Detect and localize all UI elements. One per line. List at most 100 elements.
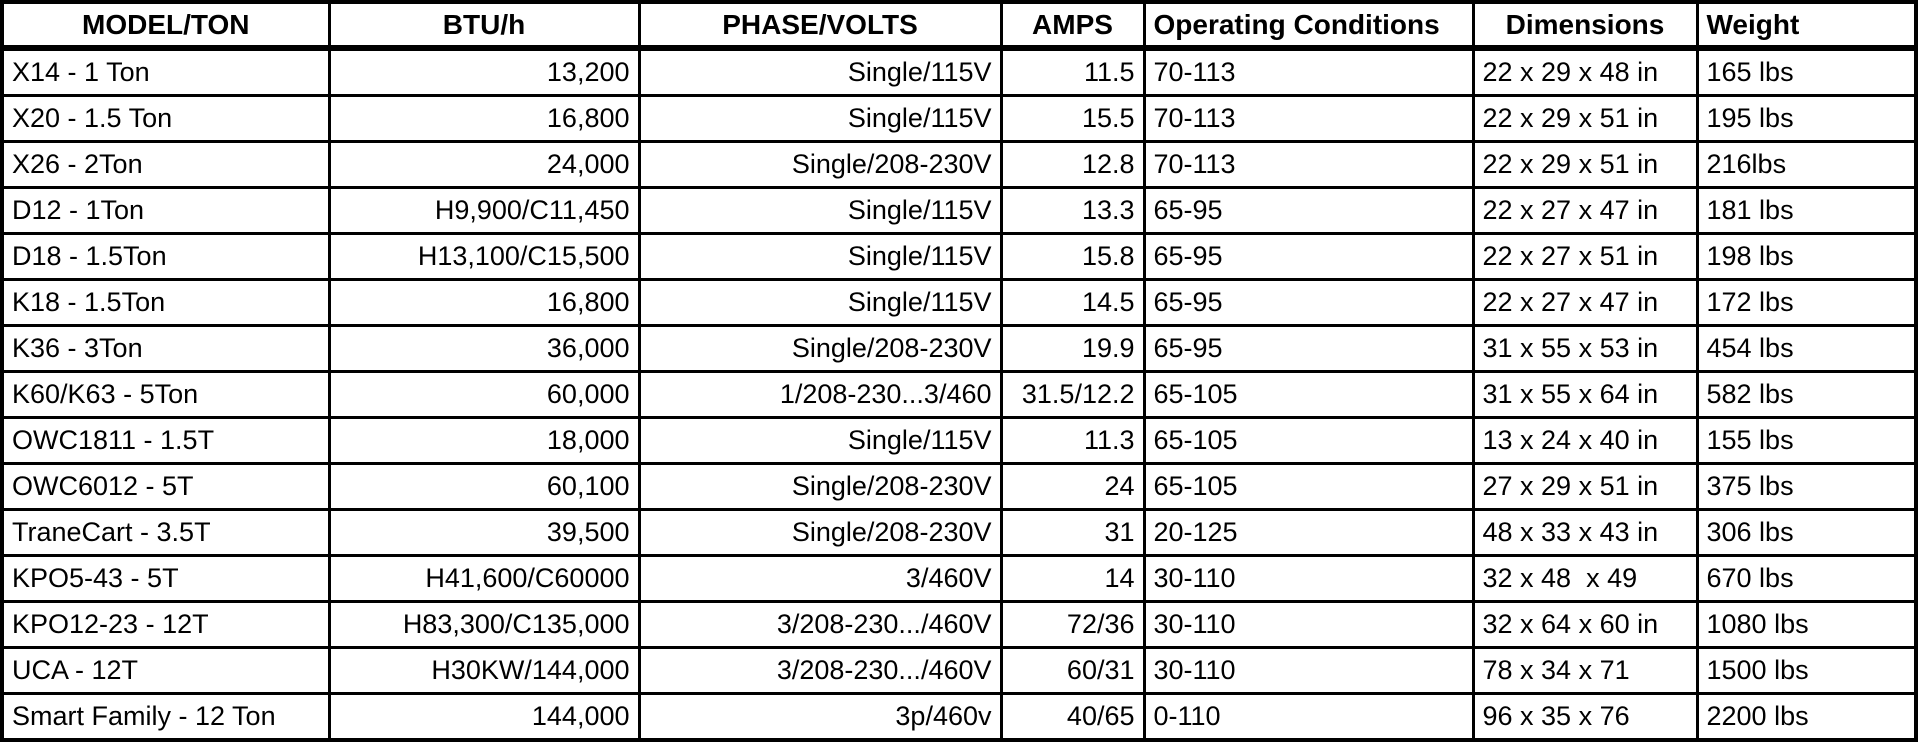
column-header-operating-conditions: Operating Conditions [1142,0,1475,51]
cell-operating-conditions: 30-110 [1142,600,1475,649]
cell-amps: 11.5 [999,46,1146,97]
cell-btu-h: H83,300/C135,000 [327,600,641,649]
cell-dimensions: 32 x 64 x 60 in [1471,600,1699,649]
cell-model-ton: OWC1811 - 1.5T [0,416,331,465]
cell-btu-h: 144,000 [327,692,641,742]
cell-phase-volts: Single/208-230V [637,508,1003,557]
cell-model-ton: X26 - 2Ton [0,140,331,189]
cell-amps: 60/31 [999,646,1146,695]
cell-phase-volts: Single/115V [637,94,1003,143]
table-row: Smart Family - 12 Ton 144,000 3p/460v 40/65… [0,692,1918,742]
cell-phase-volts: Single/208-230V [637,140,1003,189]
table-row: OWC6012 - 5T 60,100 Single/208-230V 24 65-10… [0,462,1918,511]
cell-phase-volts: Single/208-230V [637,462,1003,511]
cell-weight: 155 lbs [1695,416,1918,465]
cell-model-ton: KPO5-43 - 5T [0,554,331,603]
cell-amps: 40/65 [999,692,1146,742]
cell-phase-volts: 3/460V [637,554,1003,603]
cell-amps: 11.3 [999,416,1146,465]
cell-weight: 2200 lbs [1695,692,1918,742]
table-row: X26 - 2Ton 24,000 Single/208-230V 12.8 70-11… [0,140,1918,189]
cell-btu-h: 16,800 [327,94,641,143]
cell-weight: 454 lbs [1695,324,1918,373]
cell-weight: 375 lbs [1695,462,1918,511]
cell-dimensions: 22 x 29 x 48 in [1471,46,1699,97]
cell-operating-conditions: 65-95 [1142,324,1475,373]
cell-phase-volts: Single/208-230V [637,324,1003,373]
cell-dimensions: 27 x 29 x 51 in [1471,462,1699,511]
cell-dimensions: 96 x 35 x 76 [1471,692,1699,742]
cell-btu-h: 24,000 [327,140,641,189]
cell-model-ton: D12 - 1Ton [0,186,331,235]
cell-dimensions: 78 x 34 x 71 [1471,646,1699,695]
cell-amps: 72/36 [999,600,1146,649]
cell-weight: 582 lbs [1695,370,1918,419]
cell-weight: 216lbs [1695,140,1918,189]
cell-dimensions: 31 x 55 x 53 in [1471,324,1699,373]
cell-btu-h: 60,100 [327,462,641,511]
cell-operating-conditions: 20-125 [1142,508,1475,557]
cell-dimensions: 22 x 27 x 47 in [1471,186,1699,235]
cell-phase-volts: 1/208-230...3/460 [637,370,1003,419]
cell-operating-conditions: 70-113 [1142,140,1475,189]
cell-btu-h: H41,600/C60000 [327,554,641,603]
cell-amps: 31.5/12.2 [999,370,1146,419]
cell-dimensions: 48 x 33 x 43 in [1471,508,1699,557]
column-header-weight: Weight [1695,0,1918,51]
cell-amps: 14.5 [999,278,1146,327]
column-header-amps: AMPS [999,0,1146,51]
cell-phase-volts: Single/115V [637,232,1003,281]
cell-dimensions: 22 x 27 x 47 in [1471,278,1699,327]
cell-amps: 12.8 [999,140,1146,189]
cell-amps: 19.9 [999,324,1146,373]
cell-model-ton: X20 - 1.5 Ton [0,94,331,143]
cell-operating-conditions: 65-105 [1142,462,1475,511]
cell-dimensions: 32 x 48 x 49 [1471,554,1699,603]
cell-btu-h: 60,000 [327,370,641,419]
cell-model-ton: KPO12-23 - 12T [0,600,331,649]
column-header-model-ton: MODEL/TON [0,0,331,51]
cell-model-ton: OWC6012 - 5T [0,462,331,511]
cell-btu-h: 39,500 [327,508,641,557]
cell-operating-conditions: 65-105 [1142,416,1475,465]
cell-operating-conditions: 65-95 [1142,186,1475,235]
cell-btu-h: H30KW/144,000 [327,646,641,695]
cell-model-ton: K36 - 3Ton [0,324,331,373]
cell-btu-h: 13,200 [327,46,641,97]
table-row: UCA - 12T H30KW/144,000 3/208-230.../460V 6… [0,646,1918,695]
cell-phase-volts: 3/208-230.../460V [637,646,1003,695]
table-row: K18 - 1.5Ton 16,800 Single/115V 14.5 65-95 22… [0,278,1918,327]
cell-operating-conditions: 70-113 [1142,46,1475,97]
cell-amps: 31 [999,508,1146,557]
cell-weight: 198 lbs [1695,232,1918,281]
table-row: X20 - 1.5 Ton 16,800 Single/115V 15.5 70-113… [0,94,1918,143]
cell-weight: 172 lbs [1695,278,1918,327]
cell-model-ton: TraneCart - 3.5T [0,508,331,557]
cell-weight: 306 lbs [1695,508,1918,557]
cell-operating-conditions: 70-113 [1142,94,1475,143]
cell-dimensions: 22 x 27 x 51 in [1471,232,1699,281]
cell-operating-conditions: 65-105 [1142,370,1475,419]
cell-phase-volts: Single/115V [637,46,1003,97]
cell-phase-volts: Single/115V [637,278,1003,327]
cell-dimensions: 22 x 29 x 51 in [1471,94,1699,143]
cell-amps: 13.3 [999,186,1146,235]
cell-operating-conditions: 0-110 [1142,692,1475,742]
cell-model-ton: K18 - 1.5Ton [0,278,331,327]
cell-operating-conditions: 30-110 [1142,646,1475,695]
cell-amps: 14 [999,554,1146,603]
cell-weight: 181 lbs [1695,186,1918,235]
table-row: K36 - 3Ton 36,000 Single/208-230V 19.9 65-95… [0,324,1918,373]
cell-model-ton: D18 - 1.5Ton [0,232,331,281]
cell-operating-conditions: 30-110 [1142,554,1475,603]
table-body: X14 - 1 Ton 13,200 Single/115V 11.5 70-113 22… [0,46,1918,742]
cell-phase-volts: Single/115V [637,416,1003,465]
cell-operating-conditions: 65-95 [1142,278,1475,327]
cell-weight: 165 lbs [1695,46,1918,97]
column-header-dimensions: Dimensions [1471,0,1699,51]
cell-operating-conditions: 65-95 [1142,232,1475,281]
cell-model-ton: Smart Family - 12 Ton [0,692,331,742]
table-row: TraneCart - 3.5T 39,500 Single/208-230V 31 2… [0,508,1918,557]
cell-weight: 1500 lbs [1695,646,1918,695]
